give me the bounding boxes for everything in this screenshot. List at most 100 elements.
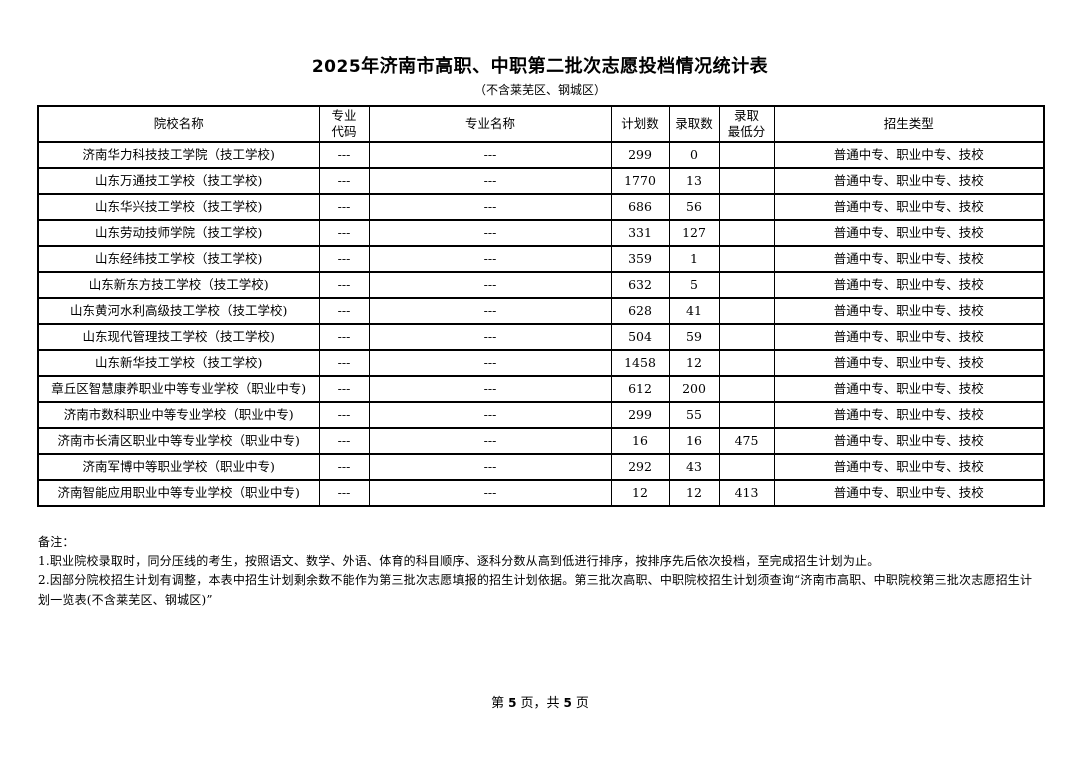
- table-row: 山东劳动技师学院（技工学校) --- --- 331 127 普通中专、职业中专、技校: [37, 219, 1045, 247]
- cell-major-name: ---: [368, 193, 612, 221]
- cell-major-code: ---: [318, 427, 370, 455]
- cell-school-name: 济南智能应用职业中等专业学校（职业中专): [37, 479, 320, 507]
- column-header-1: 专业 代码: [318, 105, 370, 143]
- cell-min-score: [718, 167, 775, 195]
- table-row: 山东新华技工学校（技工学校) --- --- 1458 12 普通中专、职业中专、技校: [37, 349, 1045, 377]
- cell-plan-count: 16: [610, 427, 670, 455]
- cell-school-name: 山东现代管理技工学校（技工学校): [37, 323, 320, 351]
- cell-major-name: ---: [368, 245, 612, 273]
- cell-major-name: ---: [368, 271, 612, 299]
- cell-plan-count: 12: [610, 479, 670, 507]
- cell-major-code: ---: [318, 245, 370, 273]
- cell-enrollment-type: 普通中专、职业中专、技校: [773, 245, 1045, 273]
- notes-label: 备注：: [38, 535, 75, 549]
- cell-min-score: [718, 141, 775, 169]
- cell-major-name: ---: [368, 427, 612, 455]
- cell-major-name: ---: [368, 401, 612, 429]
- cell-min-score: [718, 401, 775, 429]
- column-header-4: 录取数: [668, 105, 720, 143]
- cell-enrollment-type: 普通中专、职业中专、技校: [773, 141, 1045, 169]
- table-row: 济南市长清区职业中等专业学校（职业中专) --- --- 16 16 475 普通中专、职业…: [37, 427, 1045, 455]
- cell-enrollment-type: 普通中专、职业中专、技校: [773, 297, 1045, 325]
- cell-major-code: ---: [318, 401, 370, 429]
- cell-admitted-count: 127: [668, 219, 720, 247]
- cell-admitted-count: 13: [668, 167, 720, 195]
- page-subtitle: （不含莱芜区、钢城区）: [473, 83, 606, 97]
- table-row: 山东现代管理技工学校（技工学校) --- --- 504 59 普通中专、职业中专、技校: [37, 323, 1045, 351]
- cell-min-score: [718, 349, 775, 377]
- cell-plan-count: 331: [610, 219, 670, 247]
- cell-major-name: ---: [368, 219, 612, 247]
- cell-admitted-count: 200: [668, 375, 720, 403]
- cell-enrollment-type: 普通中专、职业中专、技校: [773, 349, 1045, 377]
- cell-admitted-count: 12: [668, 479, 720, 507]
- cell-plan-count: 359: [610, 245, 670, 273]
- cell-enrollment-type: 普通中专、职业中专、技校: [773, 375, 1045, 403]
- note-item-1: 1.职业院校录取时，同分压线的考生，按照语文、数学、外语、体育的科目顺序、逐科分…: [38, 554, 880, 569]
- cell-school-name: 山东新东方技工学校（技工学校): [37, 271, 320, 299]
- cell-school-name: 济南市长清区职业中等专业学校（职业中专): [37, 427, 320, 455]
- cell-major-name: ---: [368, 323, 612, 351]
- cell-major-code: ---: [318, 323, 370, 351]
- cell-major-code: ---: [318, 375, 370, 403]
- cell-enrollment-type: 普通中专、职业中专、技校: [773, 479, 1045, 507]
- cell-major-code: ---: [318, 167, 370, 195]
- cell-admitted-count: 59: [668, 323, 720, 351]
- cell-min-score: [718, 193, 775, 221]
- cell-plan-count: 299: [610, 141, 670, 169]
- column-header-5: 录取 最低分: [718, 105, 775, 143]
- admission-table: 院校名称 专业 代码 专业名称 计划数 录取数 录取 最低分 招生类型 济南华力科技技工学院…: [37, 105, 1045, 507]
- table-row: 济南华力科技技工学院（技工学校) --- --- 299 0 普通中专、职业中专、技校: [37, 141, 1045, 169]
- cell-min-score: [718, 271, 775, 299]
- cell-plan-count: 292: [610, 453, 670, 481]
- cell-admitted-count: 0: [668, 141, 720, 169]
- cell-enrollment-type: 普通中专、职业中专、技校: [773, 427, 1045, 455]
- cell-major-code: ---: [318, 479, 370, 507]
- cell-min-score: 413: [718, 479, 775, 507]
- cell-admitted-count: 56: [668, 193, 720, 221]
- cell-major-code: ---: [318, 193, 370, 221]
- footer-suffix: 页: [575, 696, 589, 711]
- cell-plan-count: 1770: [610, 167, 670, 195]
- title-text: 年济南市高职、中职第二批次志愿投档情况统计表: [361, 56, 769, 77]
- cell-enrollment-type: 普通中专、职业中专、技校: [773, 167, 1045, 195]
- cell-school-name: 章丘区智慧康养职业中等专业学校（职业中专): [37, 375, 320, 403]
- table-row: 济南军博中等职业学校（职业中专) --- --- 292 43 普通中专、职业中专、技校: [37, 453, 1045, 481]
- cell-admitted-count: 5: [668, 271, 720, 299]
- cell-admitted-count: 41: [668, 297, 720, 325]
- cell-major-name: ---: [368, 453, 612, 481]
- cell-admitted-count: 1: [668, 245, 720, 273]
- table-row: 山东新东方技工学校（技工学校) --- --- 632 5 普通中专、职业中专、技校: [37, 271, 1045, 299]
- footer-prefix: 第: [491, 696, 505, 711]
- notes-section: 备注： 1.职业院校录取时，同分压线的考生，按照语文、数学、外语、体育的科目顺序…: [38, 533, 1042, 610]
- column-header-0: 院校名称: [37, 105, 320, 143]
- cell-enrollment-type: 普通中专、职业中专、技校: [773, 453, 1045, 481]
- cell-plan-count: 612: [610, 375, 670, 403]
- cell-major-code: ---: [318, 349, 370, 377]
- table-row: 章丘区智慧康养职业中等专业学校（职业中专) --- --- 612 200 普通中专、职业…: [37, 375, 1045, 403]
- table-row: 山东经纬技工学校（技工学校) --- --- 359 1 普通中专、职业中专、技校: [37, 245, 1045, 273]
- column-header-2: 专业名称: [368, 105, 612, 143]
- cell-school-name: 山东劳动技师学院（技工学校): [37, 219, 320, 247]
- cell-enrollment-type: 普通中专、职业中专、技校: [773, 219, 1045, 247]
- table-header-row: 院校名称 专业 代码 专业名称 计划数 录取数 录取 最低分 招生类型: [37, 105, 1045, 143]
- cell-plan-count: 299: [610, 401, 670, 429]
- cell-min-score: [718, 297, 775, 325]
- cell-admitted-count: 16: [668, 427, 720, 455]
- cell-plan-count: 628: [610, 297, 670, 325]
- cell-min-score: [718, 323, 775, 351]
- cell-major-name: ---: [368, 349, 612, 377]
- cell-school-name: 山东万通技工学校（技工学校): [37, 167, 320, 195]
- cell-major-name: ---: [368, 479, 612, 507]
- cell-min-score: [718, 453, 775, 481]
- cell-major-code: ---: [318, 141, 370, 169]
- cell-plan-count: 686: [610, 193, 670, 221]
- cell-major-name: ---: [368, 297, 612, 325]
- cell-enrollment-type: 普通中专、职业中专、技校: [773, 323, 1045, 351]
- cell-enrollment-type: 普通中专、职业中专、技校: [773, 193, 1045, 221]
- cell-admitted-count: 12: [668, 349, 720, 377]
- cell-enrollment-type: 普通中专、职业中专、技校: [773, 401, 1045, 429]
- cell-major-name: ---: [368, 167, 612, 195]
- footer-page-number: 5: [508, 696, 517, 710]
- cell-enrollment-type: 普通中专、职业中专、技校: [773, 271, 1045, 299]
